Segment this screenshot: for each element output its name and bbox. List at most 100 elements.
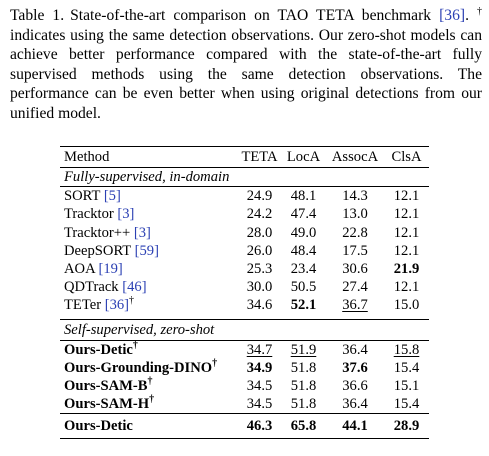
- cell-value: 12.1: [393, 279, 420, 296]
- table-cell: 48.1: [281, 187, 326, 206]
- method-name: Tracktor++: [64, 224, 134, 241]
- column-header-teta: TETA: [238, 146, 281, 168]
- dagger-mark: †: [477, 6, 482, 17]
- method-name: Ours-SAM-H: [64, 396, 150, 413]
- cell-value: 34.7: [246, 341, 273, 358]
- cell-value: 48.4: [290, 242, 317, 259]
- table-caption: Table 1. State-of-the-art comparison on T…: [10, 6, 482, 124]
- citation-link[interactable]: [19]: [98, 261, 123, 278]
- method-cell: Ours-Grounding-DINO†: [60, 357, 238, 377]
- cell-value: 26.0: [246, 242, 273, 259]
- cell-value: 49.0: [290, 224, 317, 241]
- table-cell: 26.0: [238, 242, 281, 260]
- table-cell: 36.4: [326, 395, 384, 414]
- column-header-method: Method: [60, 146, 238, 168]
- method-name: Ours-Detic: [64, 341, 133, 358]
- section-row-fully-supervised: Fully-supervised, in-domain: [60, 167, 429, 188]
- table-cell: 24.2: [238, 205, 281, 223]
- cell-value: 27.4: [342, 279, 368, 296]
- cell-value: 15.0: [393, 297, 420, 314]
- table-cell: 25.3: [238, 260, 281, 278]
- table-cell: 12.1: [384, 187, 429, 206]
- table-cell: 37.6: [326, 359, 384, 377]
- cell-value: 30.0: [246, 279, 273, 296]
- citation-link[interactable]: [36]: [439, 7, 466, 24]
- table-cell: 49.0: [281, 224, 326, 242]
- column-header-assoca: AssocA: [326, 146, 384, 168]
- table-cell: 44.1: [326, 413, 384, 440]
- section-label: Self-supervised, zero-shot: [60, 318, 429, 341]
- table-cell: 15.1: [384, 377, 429, 395]
- method-cell: SORT [5]: [60, 187, 238, 206]
- table-cell: 12.1: [384, 278, 429, 296]
- table-header-row: Method TETA LocA AssocA ClsA: [60, 146, 429, 168]
- table-cell: 30.6: [326, 260, 384, 278]
- column-header-clsa: ClsA: [384, 146, 429, 168]
- table-cell: 34.5: [238, 377, 281, 395]
- cell-value: 30.6: [342, 261, 368, 278]
- citation-link[interactable]: [36]: [104, 297, 130, 314]
- citation-link[interactable]: [5]: [103, 188, 121, 205]
- table-row: Tracktor [3] 24.2 47.4 13.0 12.1: [60, 205, 429, 223]
- cell-value: 12.1: [393, 188, 420, 205]
- citation-link[interactable]: [59]: [134, 242, 159, 259]
- table-cell: 28.9: [384, 413, 429, 440]
- cell-value: 51.8: [290, 359, 317, 376]
- citation-link[interactable]: [3]: [133, 224, 151, 241]
- cell-value: 15.4: [393, 396, 420, 413]
- table-cell: 36.7: [326, 296, 384, 314]
- table-cell: 15.4: [384, 359, 429, 377]
- citation-link[interactable]: [46]: [122, 279, 147, 296]
- method-cell: QDTrack [46]: [60, 278, 238, 296]
- table-cell: 34.5: [238, 395, 281, 414]
- cell-value: 48.1: [290, 188, 317, 205]
- table-cell: 24.9: [238, 187, 281, 206]
- citation-link[interactable]: [3]: [117, 206, 135, 223]
- cell-value: 47.4: [290, 206, 317, 223]
- method-name: AOA: [64, 261, 99, 278]
- method-name: Ours-Grounding-DINO: [64, 359, 213, 376]
- table-body: Fully-supervised, in-domain SORT [5] 24.9…: [60, 167, 429, 440]
- method-cell: Ours-SAM-H†: [60, 395, 238, 414]
- cell-value: 36.4: [342, 396, 368, 413]
- dagger-mark: †: [212, 357, 218, 369]
- table-cell: 36.6: [326, 377, 384, 395]
- table-row: DeepSORT [59] 26.0 48.4 17.5 12.1: [60, 242, 429, 260]
- table-cell: 12.1: [384, 224, 429, 242]
- method-name: DeepSORT: [64, 242, 135, 259]
- table-cell: 12.1: [384, 242, 429, 260]
- cell-value: 15.4: [393, 359, 420, 376]
- caption-text: State-of-the-art comparison on TAO TETA …: [70, 7, 440, 24]
- cell-value: 36.4: [342, 341, 368, 358]
- table-cell: 34.7: [238, 340, 281, 359]
- method-cell: Tracktor++ [3]: [60, 224, 238, 242]
- method-cell: Tracktor [3]: [60, 205, 238, 223]
- table-cell: 48.4: [281, 242, 326, 260]
- cell-value: 14.3: [342, 188, 368, 205]
- table-row: Ours-SAM-B† 34.5 51.8 36.6 15.1: [60, 377, 429, 395]
- table-cell: 15.0: [384, 296, 429, 314]
- table-cell: 51.8: [281, 395, 326, 414]
- comparison-table: Method TETA LocA AssocA ClsA Fully-super…: [60, 146, 429, 440]
- cell-value: 25.3: [246, 261, 273, 278]
- cell-value: 50.5: [290, 279, 317, 296]
- table-row: QDTrack [46] 30.0 50.5 27.4 12.1: [60, 278, 429, 296]
- cell-value: 28.0: [246, 224, 273, 241]
- cell-value: 13.0: [342, 206, 368, 223]
- table-row: AOA [19] 25.3 23.4 30.6 21.9: [60, 260, 429, 278]
- cell-value: 34.6: [246, 297, 273, 314]
- dagger-mark: †: [132, 339, 138, 351]
- caption-text: .: [465, 7, 477, 24]
- table-cell: 34.9: [238, 359, 281, 377]
- cell-value: 22.8: [342, 224, 368, 241]
- method-name: Ours-Detic: [60, 413, 238, 440]
- table-cell: 52.1: [281, 296, 326, 314]
- table-cell: 51.8: [281, 359, 326, 377]
- dagger-mark: †: [149, 394, 155, 406]
- table-cell: 65.8: [281, 413, 326, 440]
- table-cell: 14.3: [326, 187, 384, 206]
- table-cell: 51.9: [281, 340, 326, 359]
- table-row: Ours-Grounding-DINO† 34.9 51.8 37.6 15.4: [60, 357, 429, 377]
- cell-value: 34.9: [246, 359, 273, 376]
- table-cell: 15.4: [384, 395, 429, 414]
